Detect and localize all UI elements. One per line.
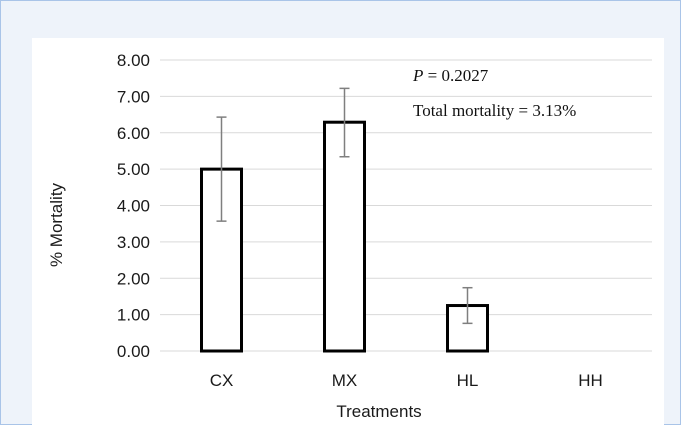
y-tick-label: 3.00 [117,233,150,252]
x-tick-labels: CX MX HL HH [210,371,603,390]
x-tick-label-hl: HL [457,371,479,390]
p-symbol: P [412,66,423,85]
y-tick-label: 0.00 [117,342,150,361]
y-axis-title: % Mortality [47,182,66,267]
p-value-annotation: P = 0.2027 [412,66,489,85]
y-tick-label: 4.00 [117,197,150,216]
y-tick-label: 5.00 [117,160,150,179]
y-tick-label: 7.00 [117,87,150,106]
error-bar-hl [462,286,473,325]
y-tick-label: 1.00 [117,306,150,325]
x-axis-title: Treatments [336,402,421,421]
error-bars [216,87,473,325]
y-tick-label: 2.00 [117,269,150,288]
error-bar-cx [216,116,227,222]
y-tick-label: 6.00 [117,124,150,143]
x-tick-label-hh: HH [578,371,603,390]
total-mortality-annotation: Total mortality = 3.13% [413,101,576,120]
x-tick-label-mx: MX [332,371,358,390]
error-bar-mx [339,87,350,158]
y-tick-label: 8.00 [117,51,150,70]
x-tick-label-cx: CX [210,371,234,390]
p-value: = 0.2027 [423,66,488,85]
y-tick-labels: 0.00 1.00 2.00 3.00 4.00 5.00 6.00 7.00 8.00 [117,51,150,361]
